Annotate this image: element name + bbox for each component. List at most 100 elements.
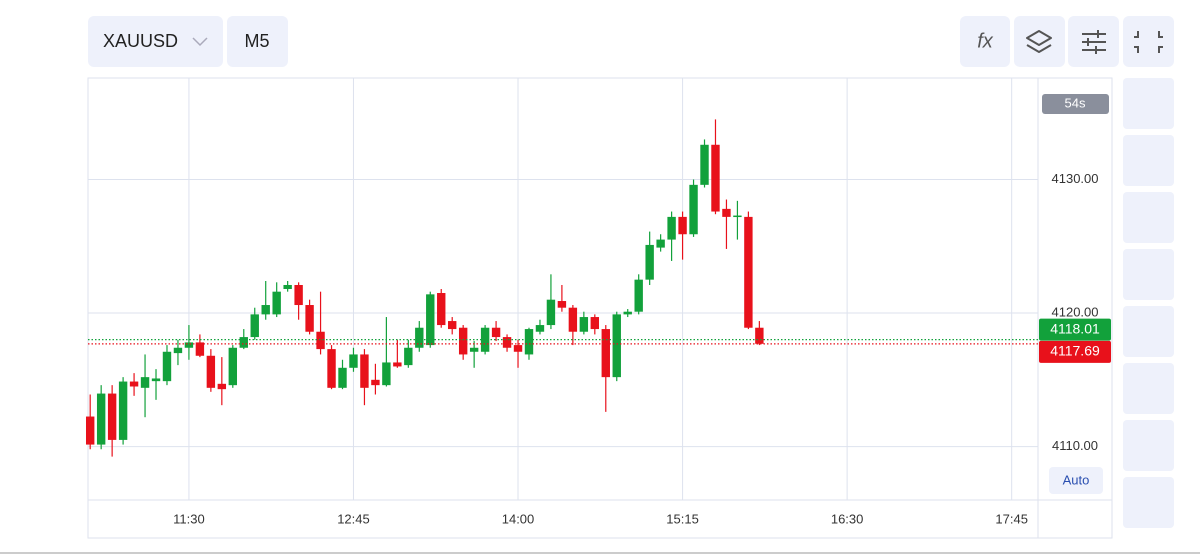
candle-body [305,305,314,332]
side-button[interactable] [1123,306,1174,357]
candle-body [491,327,501,338]
candle-body [393,362,402,367]
candle-body [382,362,391,386]
side-panel [1123,78,1174,528]
price-label: 4118.01 [1050,320,1100,336]
side-button[interactable] [1123,135,1174,186]
price-badge [1039,340,1111,363]
candle-body [535,325,545,332]
candle-body [711,144,720,212]
candle-body [162,351,172,382]
candle-body [327,349,336,388]
side-button[interactable] [1123,78,1174,129]
candle-body [524,329,534,355]
candle-body [371,379,380,386]
candle-body [722,208,731,217]
layers-button[interactable] [1014,16,1065,67]
candle-body [96,393,106,445]
candle-body [129,381,139,387]
candle-body [151,378,161,382]
candle-body [656,239,665,248]
auto-scale-button[interactable] [1049,467,1103,494]
countdown-label: 54s [1065,95,1086,110]
candle-body [513,345,523,352]
candle-body [458,327,468,355]
side-button[interactable] [1123,363,1174,414]
x-tick-label: 14:00 [502,511,535,526]
candle-body [228,347,238,386]
candle-body [118,381,128,440]
indicators-button[interactable] [960,16,1010,67]
candle-body [272,291,281,315]
x-tick-label: 12:45 [337,511,370,526]
candle-body [206,355,216,388]
candle-body [667,216,676,240]
chart-frame [87,77,1113,539]
candle-body [261,305,270,315]
candle-body [678,216,687,235]
candle-body [546,299,556,326]
candle-body [623,311,632,315]
candle-body [634,279,643,312]
candle-body [85,416,95,445]
countdown-badge [1042,94,1109,114]
collapse-icon [1134,31,1163,53]
candle-body [338,367,347,388]
candle-body [612,314,621,378]
timeframe-label: M5 [244,31,269,51]
overlay: 4118.01 4117.69 [88,318,1111,363]
collapse-button[interactable] [1123,16,1174,67]
dropdown-arrow [192,37,208,47]
candle-body [283,284,292,289]
candle-body [590,317,600,330]
candle-body [239,337,248,348]
price-label: 4117.69 [1050,343,1100,359]
y-tick-label: 4130.00 [1052,171,1099,186]
candle-body [217,383,227,390]
auto-scale-label: Auto [1063,472,1090,487]
x-tick-label: 11:30 [173,511,205,526]
grid: 11:30 12:45 14:00 15:15 16:30 17:45 4110.00 412… [88,78,1099,526]
side-button[interactable] [1123,192,1174,243]
candle-body [195,342,205,356]
side-button[interactable] [1123,249,1174,300]
candle-body [502,337,512,348]
candle-body [404,347,413,366]
symbol-label: XAUUSD [103,31,178,51]
y-tick-label: 4120.00 [1052,304,1099,319]
candle-body [480,327,490,352]
candle-body [415,327,424,348]
candle-body [107,393,117,440]
candle-body [755,327,764,344]
candle-body [184,342,194,348]
candle-body [689,184,698,235]
timeframe-button[interactable] [227,16,288,67]
candle-body [140,377,150,388]
candle-body [437,293,446,326]
candle-body [316,331,325,350]
candle-body [349,354,358,368]
symbol-select[interactable] [88,16,223,67]
candle-body [744,216,753,328]
candle-body [557,301,567,308]
candle-body [601,329,610,378]
candle-body [733,215,742,218]
candle-body [448,321,457,330]
candle-body [700,144,709,185]
candle-body [426,294,435,346]
candle-body [173,347,183,354]
layers-icon [1026,30,1052,53]
x-tick-label: 17:45 [995,511,1028,526]
candle-body [579,317,589,332]
x-tick-label: 16:30 [831,511,864,526]
candle-body [360,354,369,388]
candle-body [250,314,259,338]
candle-body [294,284,303,306]
settings-icon [1082,30,1106,54]
side-button[interactable] [1123,477,1174,528]
y-tick-label: 4110.00 [1052,438,1098,453]
price-badge [1039,318,1111,341]
side-button[interactable] [1123,420,1174,471]
